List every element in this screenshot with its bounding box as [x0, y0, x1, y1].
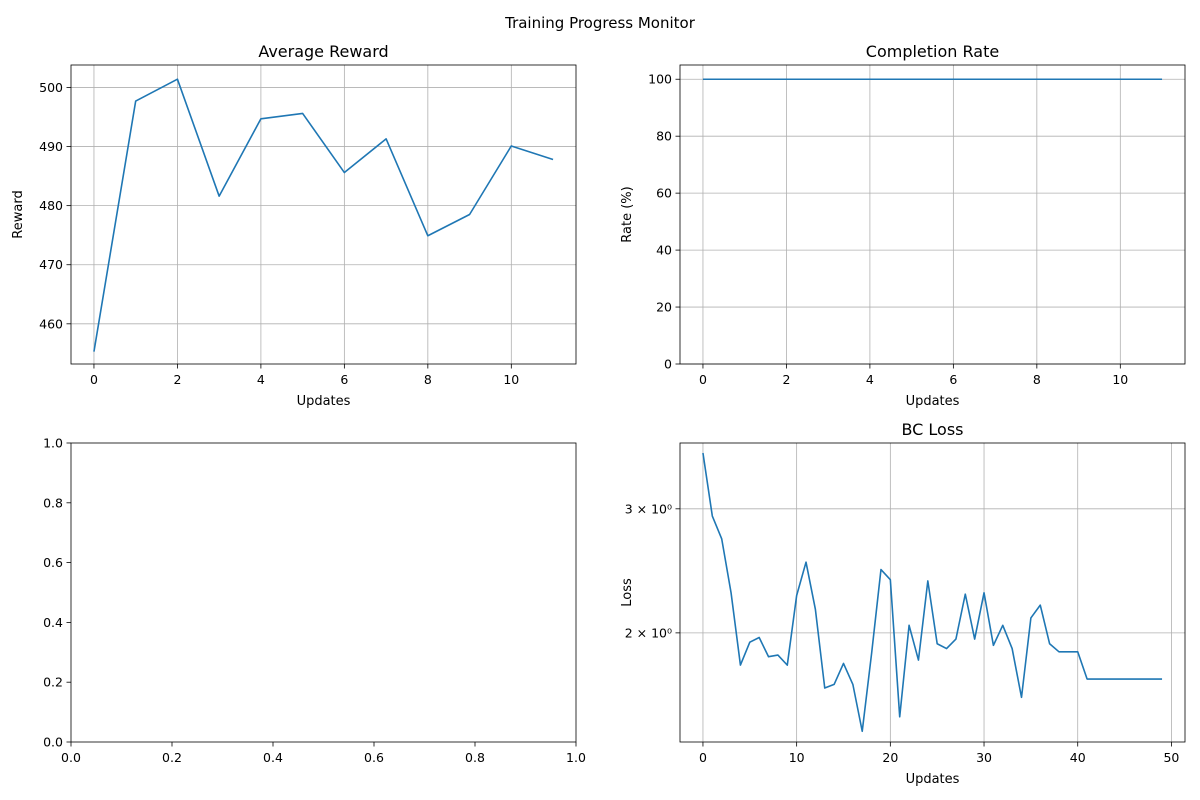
reward-xtick-label-0: 0 [90, 372, 98, 387]
empty-xtick-label-3: 0.6 [364, 750, 384, 765]
completion-ytick-label-1: 20 [656, 300, 672, 315]
reward-ytick-label-2: 480 [39, 198, 63, 213]
empty-ytick-label-5: 1.0 [43, 436, 63, 451]
bcloss-ylabel: Loss [620, 578, 635, 607]
empty-xtick-label-5: 1.0 [566, 750, 586, 765]
reward-axes-frame [70, 64, 577, 365]
empty-ytick-label-0: 0.0 [43, 735, 63, 750]
completion-xlabel: Updates [906, 394, 960, 409]
completion-xtick-label-0: 0 [699, 372, 707, 387]
completion-ytick-label-4: 80 [656, 129, 672, 144]
empty-xtick-label-0: 0.0 [61, 750, 81, 765]
subplot-empty: 0.0 0.2 0.4 0.6 0.8 1.0 0.0 0.2 0.4 0.6 0.8 1.0 [43, 436, 586, 766]
completion-ylabel: Rate (%) [620, 186, 635, 242]
completion-xtick-label-5: 10 [1112, 372, 1128, 387]
reward-ytick-label-0: 460 [39, 316, 63, 331]
bcloss-title: BC Loss [901, 420, 963, 439]
completion-xtick-label-2: 4 [866, 372, 874, 387]
bcloss-axes-frame [679, 442, 1186, 743]
reward-ytick-label-4: 500 [39, 80, 63, 95]
bcloss-series-line-0 [702, 452, 1163, 733]
completion-xtick-label-1: 2 [782, 372, 790, 387]
empty-axes-frame [70, 442, 577, 743]
empty-ytick-label-1: 0.2 [43, 675, 63, 690]
completion-xtick-label-3: 6 [949, 372, 957, 387]
completion-ytick-label-2: 40 [656, 243, 672, 258]
reward-xtick-label-1: 2 [173, 372, 181, 387]
bcloss-xlabel: Updates [906, 772, 960, 787]
reward-xlabel: Updates [297, 394, 351, 409]
completion-ytick-label-5: 100 [648, 72, 672, 87]
completion-xtick-label-4: 8 [1033, 372, 1041, 387]
subplot-reward: 0 2 4 6 8 10 460 470 480 490 500 Average Reward Upda… [11, 42, 577, 409]
reward-ytick-label-1: 470 [39, 257, 63, 272]
reward-xtick-label-4: 8 [424, 372, 432, 387]
completion-title: Completion Rate [866, 42, 999, 61]
empty-ytick-label-3: 0.6 [43, 555, 63, 570]
bcloss-ytick-label-1: 3 × 10⁰ [625, 501, 672, 516]
reward-title: Average Reward [258, 42, 388, 61]
subplot-bcloss: 0 10 20 30 40 50 2 × 10⁰ 3 × 10⁰ BC Loss Updates L… [620, 420, 1186, 787]
completion-axes-frame [679, 64, 1186, 365]
reward-ylabel: Reward [11, 190, 26, 238]
bcloss-xtick-label-2: 20 [882, 750, 898, 765]
bcloss-xtick-label-5: 50 [1163, 750, 1179, 765]
reward-xtick-label-2: 4 [257, 372, 265, 387]
bcloss-xtick-label-1: 10 [789, 750, 805, 765]
bcloss-xtick-label-4: 40 [1070, 750, 1086, 765]
completion-ytick-label-0: 0 [664, 357, 672, 372]
empty-xtick-label-2: 0.4 [263, 750, 283, 765]
empty-ytick-label-4: 0.8 [43, 495, 63, 510]
bcloss-xtick-label-3: 30 [976, 750, 992, 765]
reward-xtick-label-3: 6 [340, 372, 348, 387]
empty-xtick-label-1: 0.2 [162, 750, 182, 765]
reward-ytick-label-3: 490 [39, 139, 63, 154]
completion-ytick-label-3: 60 [656, 186, 672, 201]
figure-suptitle: Training Progress Monitor [504, 14, 696, 32]
reward-series-line-0 [93, 78, 554, 352]
bcloss-xtick-label-0: 0 [699, 750, 707, 765]
reward-xtick-label-5: 10 [503, 372, 519, 387]
bcloss-ytick-label-0: 2 × 10⁰ [625, 625, 672, 640]
empty-ytick-label-2: 0.4 [43, 615, 63, 630]
empty-xtick-label-4: 0.8 [465, 750, 485, 765]
